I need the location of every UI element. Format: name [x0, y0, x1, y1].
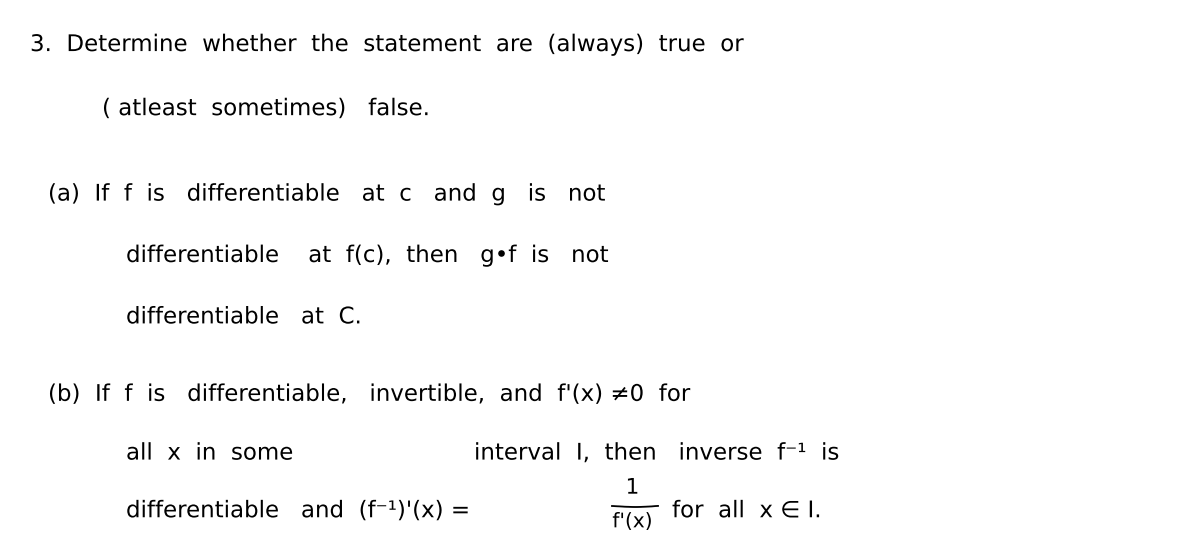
- Text: ( atleast  sometimes)   false.: ( atleast sometimes) false.: [102, 97, 430, 120]
- Text: differentiable   and  (f⁻¹)'(x) =: differentiable and (f⁻¹)'(x) =: [126, 499, 469, 522]
- Text: all  x  in  some: all x in some: [126, 442, 293, 465]
- Text: 3.  Determine  whether  the  statement  are  (always)  true  or: 3. Determine whether the statement are (…: [30, 33, 743, 56]
- Text: f'(x): f'(x): [612, 512, 653, 531]
- Text: interval  I,  then   inverse  f⁻¹  is: interval I, then inverse f⁻¹ is: [474, 442, 839, 465]
- Text: for  all  x ∈ I.: for all x ∈ I.: [672, 499, 821, 522]
- Text: differentiable    at  f(c),  then   g•f  is   not: differentiable at f(c), then g•f is not: [126, 244, 607, 267]
- Text: 1: 1: [625, 478, 640, 498]
- Text: (a)  If  f  is   differentiable   at  c   and  g   is   not: (a) If f is differentiable at c and g is…: [48, 183, 604, 206]
- Text: differentiable   at  C.: differentiable at C.: [126, 305, 361, 328]
- Text: (b)  If  f  is   differentiable,   invertible,  and  f'(x) ≠0  for: (b) If f is differentiable, invertible, …: [48, 383, 689, 406]
